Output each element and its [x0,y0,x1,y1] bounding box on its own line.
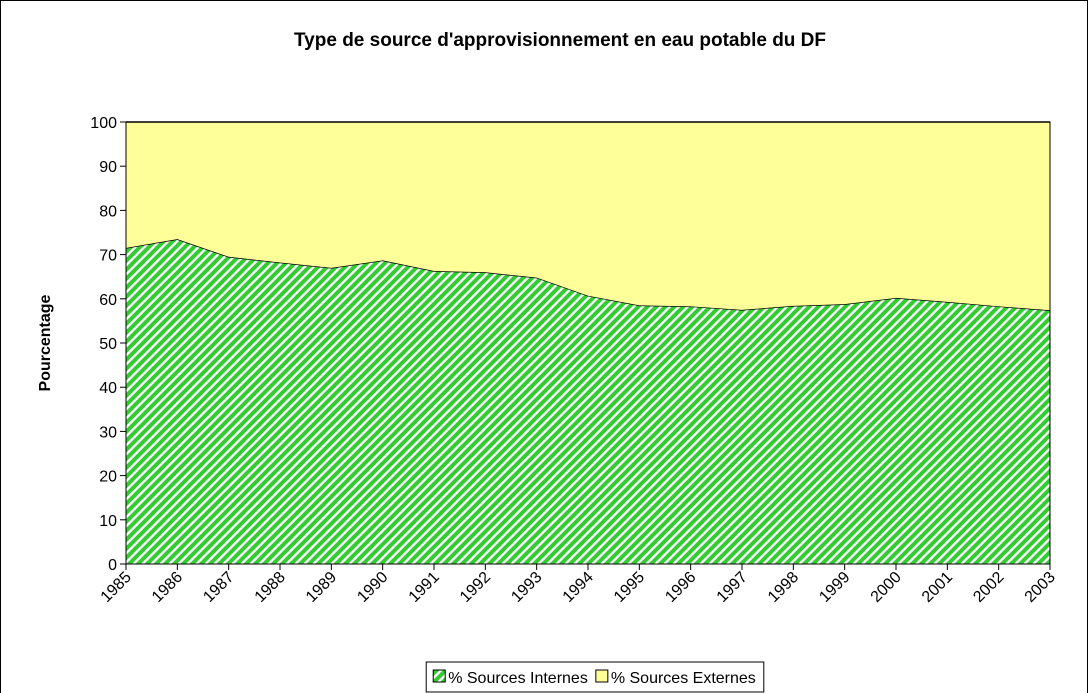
y-tick-label: 10 [99,513,117,530]
legend-label: % Sources Internes [448,670,588,687]
legend: % Sources Internes % Sources Externes [425,661,765,693]
y-tick-label: 60 [99,292,117,309]
legend-swatch [595,669,609,683]
legend-box [425,661,765,693]
y-tick-label: 70 [99,248,117,265]
legend-label: % Sources Externes [611,670,756,687]
chart-title: Type de source d'approvisionnement en ea… [294,30,826,51]
y-tick-label: 80 [99,203,117,220]
y-tick-label: 40 [99,380,117,397]
y-tick-label: 30 [99,424,117,441]
area [126,239,1050,564]
y-tick-label: 20 [99,469,117,486]
y-tick-label: 50 [99,336,117,353]
y-tick-label: 90 [99,159,117,176]
area [126,122,1050,311]
y-axis-label: Pourcentage [37,294,54,391]
legend-swatch [432,669,446,683]
y-tick-label: 100 [90,115,117,132]
y-tick-label: 0 [108,557,117,574]
